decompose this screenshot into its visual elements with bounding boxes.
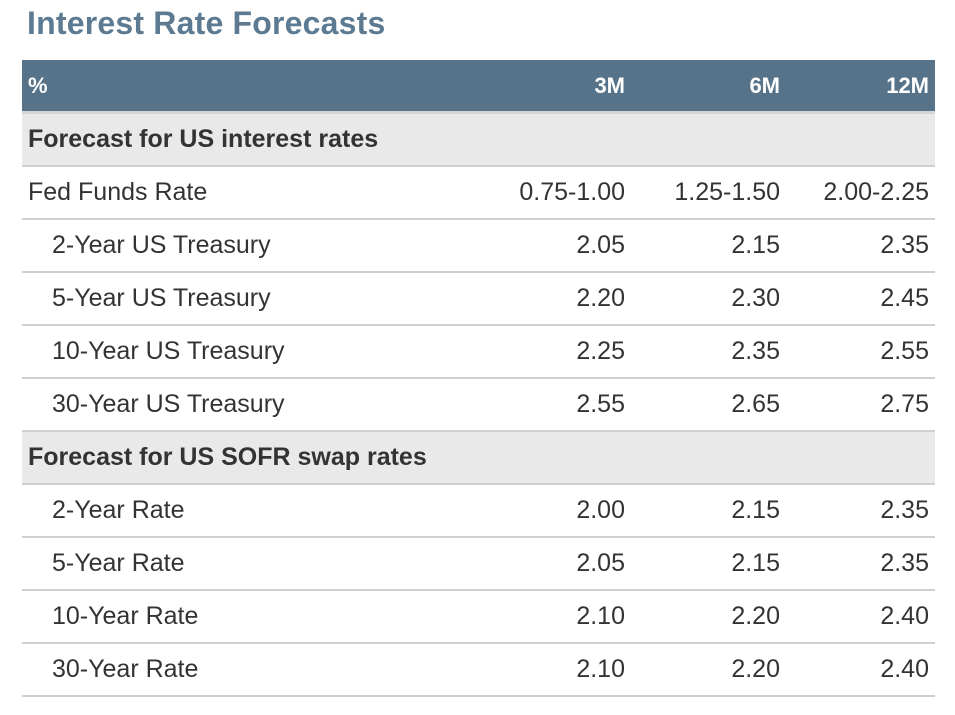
table-row: 2-Year Rate 2.00 2.15 2.35 <box>22 485 935 538</box>
value-6m: 2.15 <box>731 496 780 524</box>
value-3m: 0.75-1.00 <box>519 178 625 206</box>
section-heading-label: Forecast for US SOFR swap rates <box>28 443 427 471</box>
value-12m: 2.75 <box>880 390 929 418</box>
row-label: 5-Year US Treasury <box>52 284 271 312</box>
page-title: Interest Rate Forecasts <box>27 5 386 41</box>
section-heading-sofr-swap-rates: Forecast for US SOFR swap rates <box>22 432 935 485</box>
value-12m: 2.35 <box>880 231 929 259</box>
value-6m: 1.25-1.50 <box>674 178 780 206</box>
value-3m: 2.10 <box>576 602 625 630</box>
value-12m: 2.40 <box>880 602 929 630</box>
table-row: 5-Year Rate 2.05 2.15 2.35 <box>22 538 935 591</box>
forecast-table: % 3M 6M 12M Forecast for US interest rat… <box>22 60 935 697</box>
table-row: Fed Funds Rate 0.75-1.00 1.25-1.50 2.00-… <box>22 167 935 220</box>
header-12m: 12M <box>886 72 929 98</box>
table-row: 5-Year US Treasury 2.20 2.30 2.45 <box>22 273 935 326</box>
value-6m: 2.65 <box>731 390 780 418</box>
row-label: 10-Year Rate <box>52 602 199 630</box>
row-label: 30-Year Rate <box>52 655 199 683</box>
row-label: 2-Year Rate <box>52 496 185 524</box>
value-6m: 2.20 <box>731 655 780 683</box>
value-12m: 2.00-2.25 <box>823 178 929 206</box>
section-heading-label: Forecast for US interest rates <box>28 125 379 153</box>
value-6m: 2.15 <box>731 231 780 259</box>
table-row: 10-Year US Treasury 2.25 2.35 2.55 <box>22 326 935 379</box>
value-6m: 2.30 <box>731 284 780 312</box>
value-12m: 2.40 <box>880 655 929 683</box>
value-12m: 2.35 <box>880 549 929 577</box>
row-label: 5-Year Rate <box>52 549 185 577</box>
value-3m: 2.05 <box>576 231 625 259</box>
value-3m: 2.10 <box>576 655 625 683</box>
value-3m: 2.55 <box>576 390 625 418</box>
header-3m: 3M <box>594 72 625 98</box>
table-row: 10-Year Rate 2.10 2.20 2.40 <box>22 591 935 644</box>
value-3m: 2.20 <box>576 284 625 312</box>
value-12m: 2.35 <box>880 496 929 524</box>
value-6m: 2.35 <box>731 337 780 365</box>
value-6m: 2.20 <box>731 602 780 630</box>
table-row: 30-Year Rate 2.10 2.20 2.40 <box>22 644 935 697</box>
row-label: Fed Funds Rate <box>28 178 208 206</box>
table-row: 2-Year US Treasury 2.05 2.15 2.35 <box>22 220 935 273</box>
value-3m: 2.05 <box>576 549 625 577</box>
section-heading-us-rates: Forecast for US interest rates <box>22 114 935 167</box>
value-12m: 2.45 <box>880 284 929 312</box>
row-label: 30-Year US Treasury <box>52 390 285 418</box>
table-row: 30-Year US Treasury 2.55 2.65 2.75 <box>22 379 935 432</box>
header-unit-label: % <box>28 72 48 98</box>
value-3m: 2.00 <box>576 496 625 524</box>
row-label: 10-Year US Treasury <box>52 337 285 365</box>
value-6m: 2.15 <box>731 549 780 577</box>
value-3m: 2.25 <box>576 337 625 365</box>
table-header-row: % 3M 6M 12M <box>22 60 935 114</box>
row-label: 2-Year US Treasury <box>52 231 271 259</box>
value-12m: 2.55 <box>880 337 929 365</box>
header-6m: 6M <box>749 72 780 98</box>
